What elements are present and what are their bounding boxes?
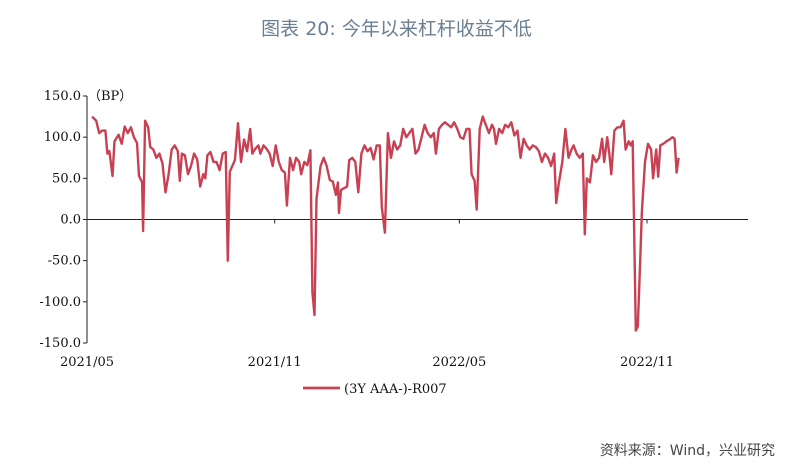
legend-label: (3Y AAA-)-R007: [344, 382, 447, 397]
x-tick-label: 2022/05: [432, 355, 486, 370]
series-layer: [91, 115, 680, 332]
y-tick-label: 100.0: [44, 130, 81, 145]
y-tick-label: -50.0: [48, 254, 81, 269]
chart-title: 图表 20: 今年以来杠杆收益不低: [261, 18, 532, 40]
x-tick-label: 2022/11: [620, 355, 674, 370]
x-tick-label: 2021/05: [60, 355, 114, 370]
legend: (3Y AAA-)-R007: [303, 382, 447, 397]
y-axis: 150.0 100.0 50.0 0.0 -50.0 -100.0 -150.0 （BP）: [39, 89, 132, 351]
source-note: 资料来源：Wind，兴业研究: [599, 443, 775, 459]
y-tick-label: 150.0: [44, 89, 81, 104]
x-tick-label: 2021/11: [248, 355, 302, 370]
y-unit-label: （BP）: [88, 89, 132, 104]
y-tick-label: 50.0: [52, 171, 81, 186]
y-tick-label: 0.0: [60, 213, 81, 228]
x-axis: 2021/05 2021/11 2022/05 2022/11: [60, 219, 748, 370]
series-line: [91, 115, 680, 332]
y-tick-label: -100.0: [39, 295, 81, 310]
y-tick-label: -150.0: [39, 336, 81, 351]
